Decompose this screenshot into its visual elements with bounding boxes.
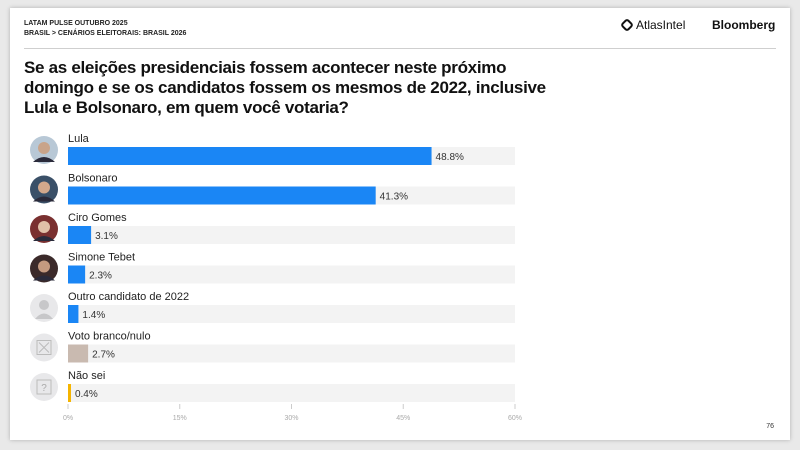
tick-label: 60%	[508, 415, 522, 422]
data-label: 2.7%	[92, 350, 115, 361]
data-label: 2.3%	[89, 271, 112, 282]
shoulders-icon	[33, 275, 55, 281]
bar-bolsonaro	[68, 186, 376, 205]
bar-simone-tebet	[68, 265, 86, 284]
face-icon	[38, 221, 50, 233]
category-label: Outro candidato de 2022	[68, 291, 189, 303]
data-label: 1.4%	[82, 310, 105, 321]
category-label: Não sei	[68, 370, 105, 382]
bar-track	[68, 384, 515, 402]
data-label: 41.3%	[380, 192, 408, 203]
slide-card: LATAM PULSE OUTUBRO 2025 BRASIL > CENÁRI…	[10, 8, 790, 440]
data-label: 3.1%	[95, 231, 118, 242]
atlasintel-logo: AtlasIntel	[619, 17, 686, 33]
x-icon	[38, 342, 50, 353]
survey-name: LATAM PULSE OUTUBRO 2025	[24, 20, 128, 27]
bar-outro-candidato-de-2022	[68, 305, 79, 323]
atlas-brand-text: AtlasIntel	[636, 18, 686, 32]
page-number: 76	[766, 423, 774, 430]
category-label: Voto branco/nulo	[68, 331, 151, 343]
bar-voto-branco-nulo	[68, 344, 89, 363]
bar-track	[68, 344, 515, 363]
shoulders-icon	[33, 196, 55, 202]
tick-label: 30%	[284, 415, 298, 422]
tick-label: 45%	[396, 415, 410, 422]
shoulders-icon	[33, 157, 55, 162]
question-mark-icon: ?	[41, 383, 47, 394]
tick-label: 0%	[63, 415, 73, 422]
bar-track	[68, 226, 515, 244]
category-label: Ciro Gomes	[68, 212, 127, 224]
tick-label: 15%	[173, 415, 187, 422]
face-icon	[38, 142, 50, 154]
face-icon	[38, 260, 50, 273]
bar-chart: Lula 48.8% Bolsonaro 41.3% Ciro Gomes 3.1% Sim…	[30, 133, 522, 422]
header-divider	[24, 48, 776, 49]
breadcrumb: BRASIL > CENÁRIOS ELEITORAIS: BRASIL 202…	[24, 30, 187, 37]
box-icon	[36, 340, 52, 355]
category-label: Lula	[68, 133, 90, 145]
category-label: Bolsonaro	[68, 173, 118, 185]
shoulders-icon	[33, 236, 55, 241]
chart-title: Se as eleições presidenciais fossem acon…	[24, 58, 546, 117]
bar-n-o-sei	[68, 384, 71, 402]
body-icon	[35, 313, 53, 319]
bloomberg-logo: Bloomberg	[712, 18, 776, 32]
data-label: 48.8%	[436, 152, 464, 163]
bar-track	[68, 305, 515, 323]
bar-ciro-gomes	[68, 226, 92, 244]
data-label: 0.4%	[75, 389, 98, 400]
head-icon	[39, 300, 49, 310]
box-icon	[36, 379, 52, 395]
bar-track	[68, 265, 515, 284]
face-icon	[38, 181, 50, 194]
bar-lula	[68, 147, 432, 165]
category-label: Simone Tebet	[68, 252, 135, 264]
